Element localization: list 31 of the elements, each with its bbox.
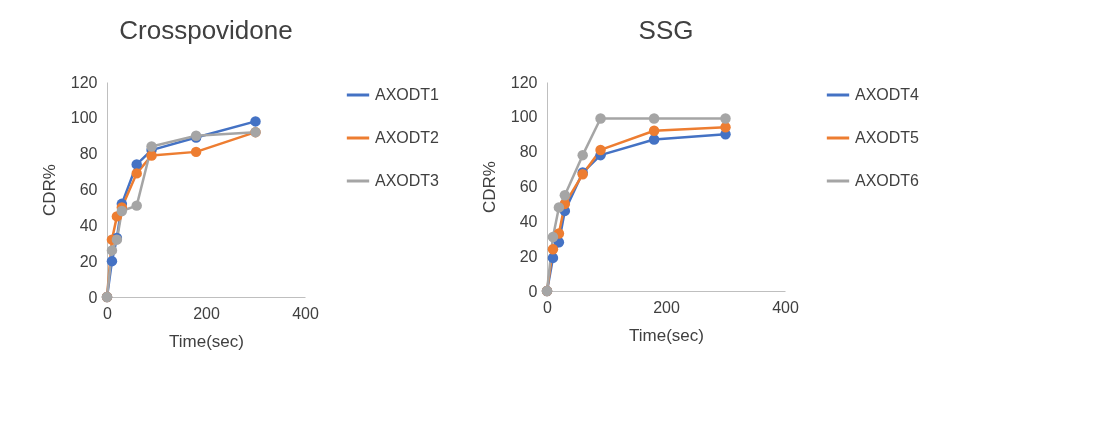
y-tick-label: 40	[79, 216, 98, 234]
legend-label: AXODT5	[855, 129, 920, 146]
y-tick-label: 120	[510, 73, 538, 91]
y-tick-label: 20	[79, 252, 98, 270]
y-tick-label: 80	[519, 143, 538, 161]
y-tick-label: 100	[70, 109, 98, 127]
y-tick-label: 0	[528, 282, 538, 300]
x-tick-label: 0	[543, 298, 553, 316]
legend-label: AXODT1	[375, 86, 440, 103]
y-tick-label: 20	[519, 247, 538, 265]
y-tick-label: 100	[510, 108, 538, 126]
y-tick-label: 80	[79, 145, 98, 163]
x-axis-title: Time(sec)	[169, 331, 244, 351]
y-axis-title: CDR%	[479, 161, 499, 213]
x-tick-label: 200	[193, 304, 220, 322]
x-tick-label: 0	[103, 304, 113, 322]
legend-label: AXODT2	[375, 129, 440, 146]
chart-title: SSG	[638, 15, 694, 45]
y-tick-label: 120	[70, 73, 98, 91]
y-axis-title: CDR%	[39, 164, 59, 216]
x-axis-title: Time(sec)	[629, 325, 704, 345]
y-tick-label: 40	[519, 212, 538, 230]
x-tick-label: 200	[653, 298, 680, 316]
legend-label: AXODT3	[375, 172, 440, 189]
y-tick-label: 60	[519, 178, 538, 195]
x-tick-label: 400	[772, 298, 799, 316]
x-tick-label: 400	[292, 304, 319, 322]
chart-title: Crosspovidone	[119, 15, 293, 45]
y-tick-label: 60	[79, 181, 98, 198]
legend-label: AXODT6	[855, 172, 920, 189]
legend-label: AXODT4	[855, 86, 920, 103]
